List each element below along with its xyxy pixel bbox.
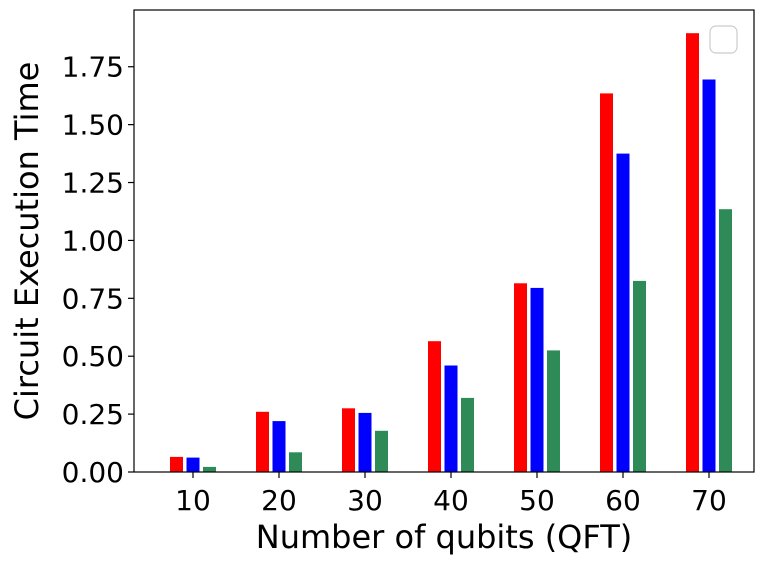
x-ticks-group: 10 20 30 40 50 60 70 <box>175 472 727 517</box>
y-tick-label: 1.75 <box>62 51 124 84</box>
bar-s3-20 <box>289 452 302 472</box>
plot-frame <box>133 9 755 473</box>
x-tick-label: 40 <box>433 484 469 517</box>
bar-s3-60 <box>633 280 646 472</box>
bar-s1-30 <box>342 408 355 472</box>
y-ticks-group: 0.00 0.25 0.50 0.75 1.00 1.25 1.50 1.75 <box>62 51 134 489</box>
bars-group <box>170 33 732 473</box>
x-tick-label: 10 <box>175 484 211 517</box>
x-axis-title: Number of qubits (QFT) <box>256 518 632 556</box>
bar-s3-10 <box>203 466 216 472</box>
bar-s2-60 <box>616 153 630 472</box>
x-tick-label: 70 <box>691 484 727 517</box>
legend-box <box>709 25 738 54</box>
bar-s1-20 <box>256 411 269 472</box>
x-tick-label: 30 <box>347 484 383 517</box>
x-tick-label: 50 <box>519 484 555 517</box>
bar-s2-20 <box>272 421 286 472</box>
y-tick-label: 0.75 <box>62 282 124 315</box>
y-axis-title: Circuit Execution Time <box>8 62 46 421</box>
bar-s1-50 <box>514 283 527 472</box>
bar-s2-30 <box>358 412 372 472</box>
bar-s1-70 <box>686 33 699 472</box>
y-tick-label: 1.25 <box>62 167 124 200</box>
bar-s2-40 <box>444 365 458 472</box>
bar-s1-40 <box>428 341 441 472</box>
x-tick-label: 20 <box>261 484 297 517</box>
bar-s3-40 <box>461 397 474 472</box>
bar-s3-70 <box>719 209 732 472</box>
y-tick-label: 0.50 <box>62 340 124 373</box>
bar-s2-50 <box>530 287 544 472</box>
bar-s2-10 <box>186 457 200 472</box>
y-tick-label: 1.00 <box>62 224 124 257</box>
x-tick-label: 60 <box>605 484 641 517</box>
bar-s3-30 <box>375 430 388 472</box>
y-tick-label: 0.25 <box>62 398 124 431</box>
y-tick-label: 0.00 <box>62 456 124 489</box>
bar-s2-70 <box>702 79 716 472</box>
bar-s3-50 <box>547 350 560 472</box>
bar-s1-60 <box>600 93 613 473</box>
bar-s1-10 <box>170 456 183 472</box>
y-tick-label: 1.50 <box>62 109 124 142</box>
